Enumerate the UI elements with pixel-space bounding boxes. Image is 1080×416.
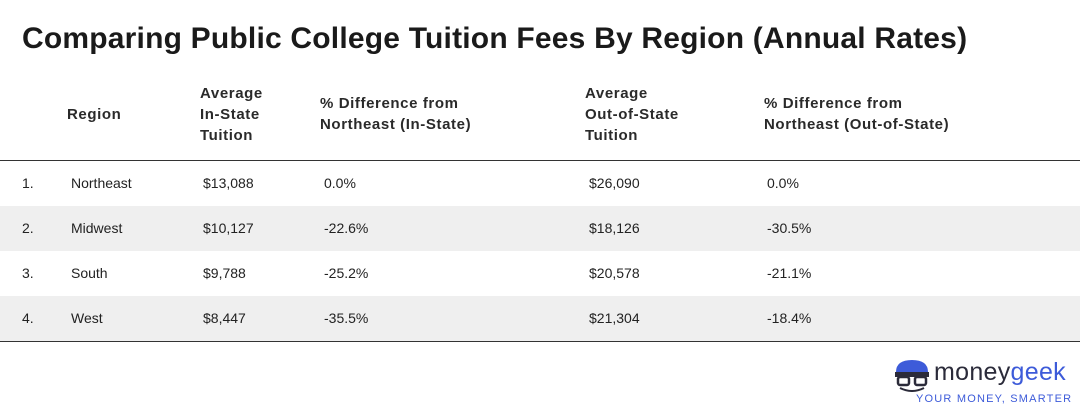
table-cell: $26,090 [589, 175, 640, 191]
table-cell: $9,788 [203, 265, 246, 281]
table-cell: -18.4% [767, 310, 812, 326]
table-cell: 0.0% [767, 175, 799, 191]
table-border [0, 341, 1080, 342]
header-cell: % Difference from Northeast (Out-of-State… [764, 75, 949, 153]
table-cell: South [71, 265, 108, 281]
header-line: In-State [200, 105, 260, 123]
header-line: % Difference from [764, 95, 903, 112]
brand-second: geek [1010, 358, 1066, 386]
table-cell: $21,304 [589, 310, 640, 326]
table-cell: Midwest [71, 220, 123, 236]
header-line: Tuition [585, 126, 639, 144]
header-line: Average [200, 84, 263, 102]
title: Comparing Public College Tuition Fees By… [22, 22, 968, 55]
table-cell: -25.2% [324, 265, 369, 281]
table-cell: -35.5% [324, 310, 369, 326]
table-row: 2. Midwest $10,127 -22.6% $18,126 -30.5% [0, 206, 1080, 251]
table-cell: -30.5% [767, 220, 812, 236]
header-line: Northeast (In-State) [320, 116, 472, 133]
table-cell: 3. [22, 265, 34, 281]
table-row: 3. South $9,788 -25.2% $20,578 -21.1% [0, 251, 1080, 296]
table-cell: 2. [22, 220, 34, 236]
header-line: % Difference from [320, 95, 459, 112]
brand: moneygeek [934, 358, 1066, 387]
table-cell: 4. [22, 310, 34, 326]
table-cell: $8,447 [203, 310, 246, 326]
table-row: 4. West $8,447 -35.5% $21,304 -18.4% [0, 296, 1080, 341]
table-cell: $18,126 [589, 220, 640, 236]
header-line: Average [585, 84, 648, 102]
table-header: Region Average In-State Tuition % Difference… [0, 75, 1080, 161]
logo: moneygeek YOUR MONEY, SMARTER [890, 356, 1073, 406]
brand-first: money [934, 358, 1011, 386]
table-cell: -21.1% [767, 265, 812, 281]
table-cell: $13,088 [203, 175, 254, 191]
header-cell: % Difference from Northeast (In-State) [320, 75, 471, 153]
header-line: Region [67, 105, 122, 123]
header-cell: Region [67, 75, 121, 153]
table-row: 1. Northeast $13,088 0.0% $26,090 0.0% [0, 161, 1080, 206]
table-cell: West [71, 310, 103, 326]
table-cell: $10,127 [203, 220, 254, 236]
table-cell: 1. [22, 175, 34, 191]
tagline: YOUR MONEY, SMARTER [916, 393, 1073, 405]
header-cell: Average Out-of-State Tuition [585, 75, 679, 153]
table-cell: $20,578 [589, 265, 640, 281]
table-cell: 0.0% [324, 175, 356, 191]
header-line: Northeast (Out-of-State) [764, 116, 950, 133]
header-cell: Average In-State Tuition [200, 75, 263, 153]
header-line: Tuition [200, 126, 254, 144]
table-cell: Northeast [71, 175, 132, 191]
logo-icon [895, 360, 929, 392]
header-line: Out-of-State [585, 105, 679, 123]
table-cell: -22.6% [324, 220, 369, 236]
